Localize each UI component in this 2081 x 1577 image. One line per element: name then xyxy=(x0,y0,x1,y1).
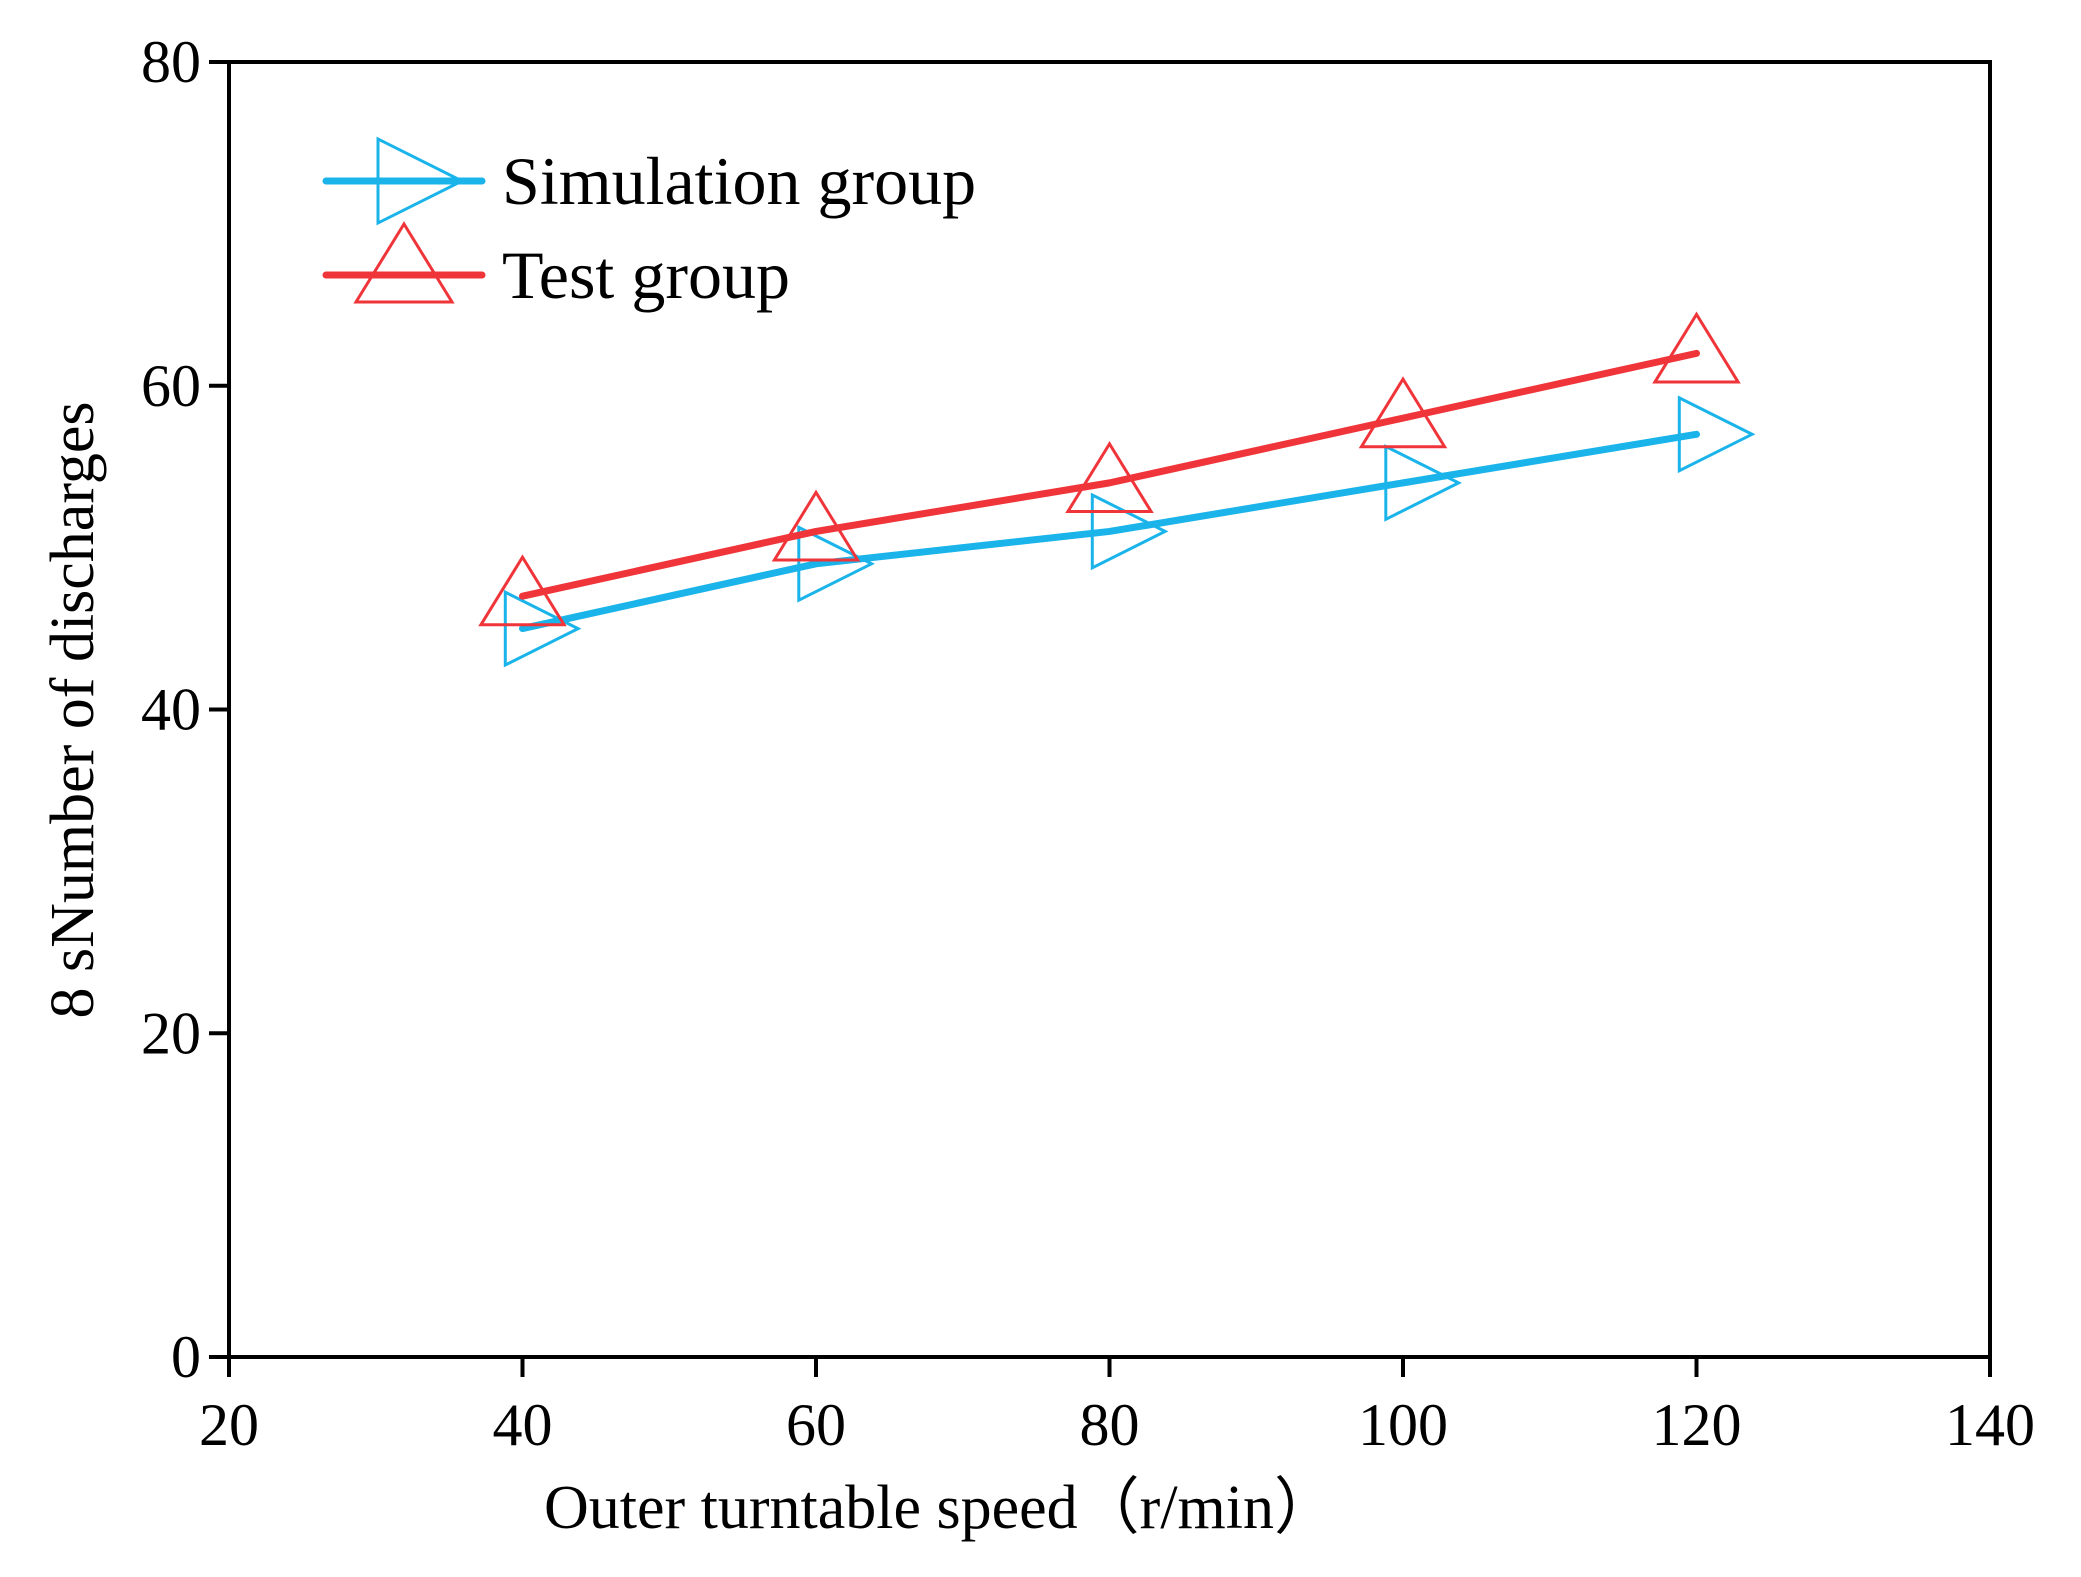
data-point-marker xyxy=(771,489,861,562)
series-simulation-group xyxy=(503,395,1756,668)
plot-frame xyxy=(227,60,1992,1359)
data-point-marker xyxy=(1090,492,1169,571)
y-axis-title: 8 sNumber of discharges xyxy=(39,401,107,1018)
x-tick-label: 100 xyxy=(1358,1392,1448,1458)
legend: Simulation group Test group xyxy=(322,136,976,313)
data-point-marker xyxy=(797,524,875,603)
y-axis-ticks: 0 20 40 60 80 xyxy=(141,29,229,1390)
y-tick-label: 0 xyxy=(171,1324,201,1390)
data-point-marker xyxy=(478,554,567,627)
x-tick-label: 120 xyxy=(1652,1392,1742,1458)
data-point-marker xyxy=(1358,376,1448,449)
data-point-marker xyxy=(1652,311,1741,384)
y-tick-label: 40 xyxy=(141,677,201,743)
series-line xyxy=(519,349,1700,600)
legend-item: Simulation group xyxy=(322,136,976,226)
data-point-marker xyxy=(376,136,466,226)
data-point-marker xyxy=(1065,441,1154,513)
x-tick-label: 80 xyxy=(1080,1392,1140,1458)
x-tick-label: 140 xyxy=(1945,1392,2035,1458)
data-point-marker xyxy=(503,589,582,668)
x-tick-label: 60 xyxy=(786,1392,846,1458)
data-point-marker xyxy=(353,221,455,304)
legend-label: Test group xyxy=(502,237,790,313)
y-tick-label: 20 xyxy=(141,1000,201,1066)
x-tick-label: 20 xyxy=(199,1392,259,1458)
x-axis-ticks: 20 40 60 80 100 120 140 xyxy=(199,1357,2035,1458)
data-point-marker xyxy=(1384,444,1462,522)
x-tick-label: 40 xyxy=(493,1392,553,1458)
legend-label: Simulation group xyxy=(502,143,976,219)
series-layer xyxy=(478,311,1756,668)
y-tick-label: 60 xyxy=(141,353,201,419)
series-line xyxy=(519,430,1700,633)
series-test-group xyxy=(478,311,1741,627)
y-tick-label: 80 xyxy=(141,29,201,95)
data-point-marker xyxy=(1677,395,1756,474)
x-axis-title: Outer turntable speed（r/min） xyxy=(544,1474,1336,1542)
legend-item: Test group xyxy=(322,221,790,313)
